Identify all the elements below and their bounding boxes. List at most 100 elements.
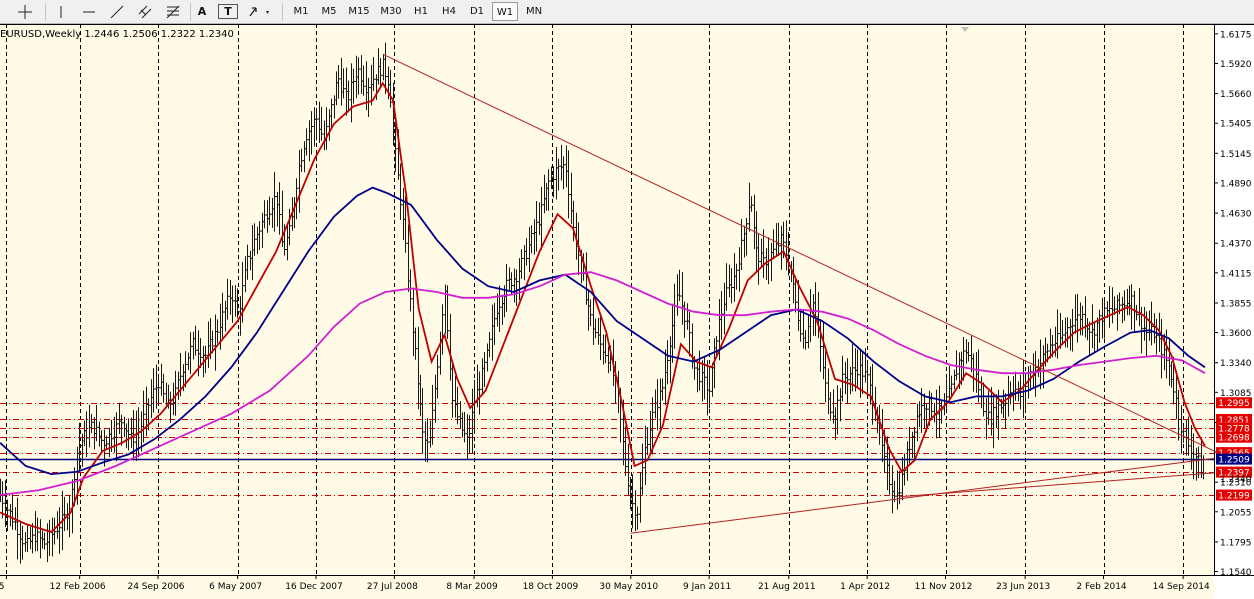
price-bar (426, 418, 429, 463)
price-bar (288, 208, 291, 246)
price-bar (120, 414, 123, 446)
price-chart[interactable]: 1.6175 1.5920 1.5660 1.5405 1.5145 1.4890 1.46… (0, 24, 1254, 599)
time-tick-label: 11 Nov 2012 (915, 582, 973, 592)
price-bar (258, 221, 261, 250)
trendline-tool-button[interactable] (106, 2, 128, 21)
price-bar (1088, 321, 1091, 357)
period-button-d1[interactable]: D1 (469, 6, 485, 17)
price-bar (21, 525, 24, 560)
price-bar (184, 351, 187, 388)
price-bar (78, 422, 81, 471)
moving-average-line-3[interactable] (0, 271, 1206, 496)
level-price-tag (1216, 413, 1252, 425)
price-bar (829, 392, 832, 421)
price-bar (63, 496, 66, 531)
trendline-icon (110, 5, 124, 19)
moving-average-line-1[interactable] (0, 81, 1206, 534)
price-bar (404, 196, 407, 253)
channel-tool-button[interactable] (134, 2, 156, 21)
price-bar (735, 263, 738, 290)
fibonacci-icon (166, 5, 180, 19)
period-button-m30[interactable]: M30 (380, 6, 402, 17)
period-button-h1[interactable]: H1 (414, 6, 428, 17)
price-bar (95, 405, 98, 442)
text-tool-button[interactable]: A (197, 5, 207, 18)
price-bar (535, 201, 538, 252)
price-bar (26, 524, 29, 552)
price-bar (221, 292, 224, 338)
equidistant-channel-icon (138, 5, 152, 19)
price-bar (300, 148, 303, 172)
price-bar (1123, 290, 1126, 321)
crosshair-tool-button[interactable] (14, 2, 36, 21)
price-bar (1155, 318, 1158, 355)
fibonacci-tool-button[interactable] (162, 2, 184, 21)
period-button-h4[interactable]: H4 (442, 6, 456, 17)
chart-shift-marker-icon[interactable] (961, 27, 969, 32)
price-bar (715, 336, 718, 357)
price-bar (483, 352, 486, 387)
price-bar (431, 384, 434, 445)
price-bar (740, 219, 743, 270)
period-button-w1[interactable]: W1 (492, 2, 518, 21)
time-tick-label: 30 May 2010 (599, 582, 658, 592)
period-button-m1[interactable]: M1 (293, 6, 309, 17)
level-price-tag (1216, 422, 1252, 434)
price-bar (1066, 317, 1069, 348)
period-button-m5[interactable]: M5 (321, 6, 337, 17)
price-bar (342, 68, 345, 99)
price-bar (725, 263, 728, 311)
time-tick-label: 14 Sep 2014 (1153, 582, 1210, 592)
text-label-tool-button[interactable]: T (218, 4, 238, 19)
price-bar (347, 80, 350, 113)
price-tick-label: 1.5145 (1220, 150, 1252, 160)
trendline-3[interactable] (899, 472, 1215, 498)
price-bar (562, 156, 565, 190)
price-bar (777, 222, 780, 256)
price-bar (43, 532, 46, 550)
price-bar (888, 447, 891, 495)
trendline-1[interactable] (382, 53, 1215, 452)
price-bar (389, 69, 392, 108)
price-bar (641, 443, 644, 495)
horizontal-line-tool-button[interactable] (78, 2, 100, 21)
level-price-label: 1.2995 (1218, 399, 1250, 409)
price-tick-label: 1.4370 (1220, 240, 1252, 250)
price-bar (174, 370, 177, 416)
price-bar (824, 351, 827, 403)
price-tick-label: 1.6175 (1220, 30, 1252, 40)
price-bar (226, 278, 229, 320)
arrows-tool-button[interactable] (246, 2, 274, 21)
period-button-mn[interactable]: MN (525, 6, 543, 17)
price-bar (913, 426, 916, 462)
price-bar (599, 316, 602, 361)
price-bar (841, 355, 844, 402)
vertical-line-tool-button[interactable] (50, 2, 72, 21)
time-tick-label: 2 Feb 2014 (1076, 582, 1127, 592)
price-bar (1197, 446, 1200, 479)
vertical-line-icon (60, 6, 62, 18)
price-bar (866, 359, 869, 393)
moving-average-line-2[interactable] (0, 186, 1206, 476)
price-bar (53, 517, 56, 545)
price-bar (757, 233, 760, 285)
price-bar (772, 229, 775, 260)
price-bar (594, 318, 597, 339)
trendline-2[interactable] (630, 457, 1215, 534)
price-tick-label: 1.3600 (1220, 329, 1252, 339)
price-bar (488, 331, 491, 358)
price-bar (115, 412, 118, 462)
price-tick-label: 1.5920 (1220, 60, 1252, 70)
price-bar (11, 492, 14, 530)
price-bar (278, 182, 281, 235)
period-button-m15[interactable]: M15 (348, 6, 370, 17)
price-bar (510, 272, 513, 294)
time-tick-label: 16 Dec 2007 (285, 582, 343, 592)
price-bar (1076, 294, 1079, 343)
chart-title: EURUSD,Weekly 1.2446 1.2506 1.2322 1.234… (0, 29, 234, 40)
price-bar (631, 474, 634, 529)
level-price-label: 1.2698 (1218, 434, 1250, 444)
price-bar (908, 426, 911, 464)
price-bar (750, 196, 753, 212)
price-bar (1071, 309, 1074, 352)
